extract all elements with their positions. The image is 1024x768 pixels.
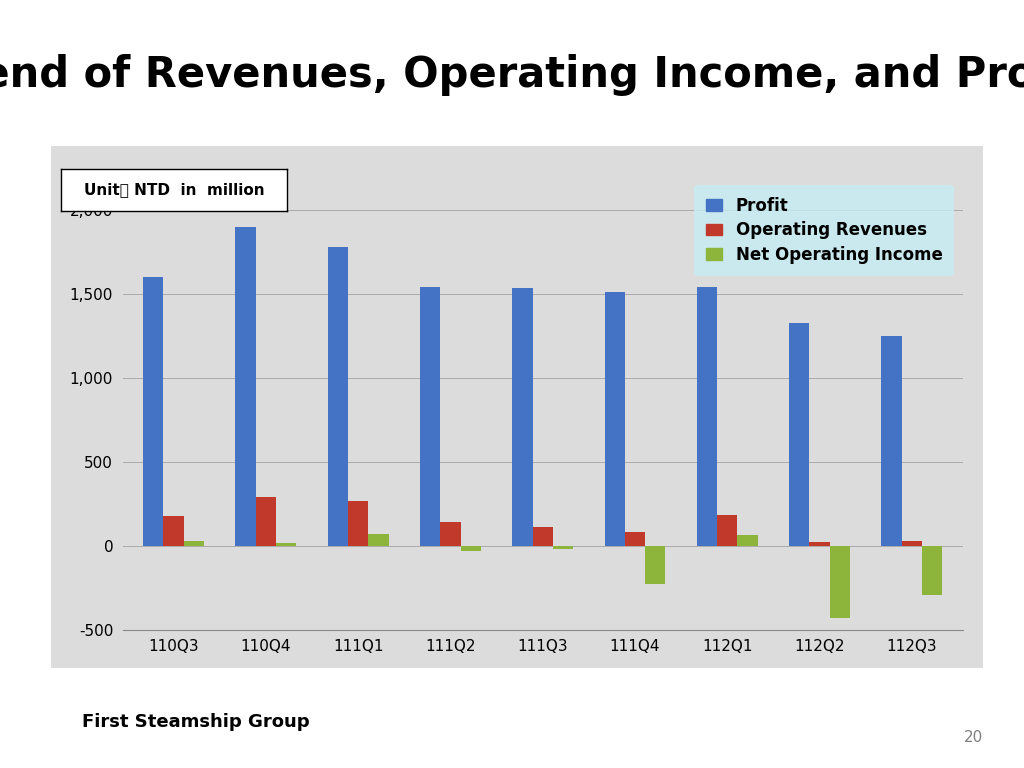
Bar <box>532 527 553 546</box>
Text: Unit： NTD  in  million: Unit： NTD in million <box>84 183 264 197</box>
Bar <box>276 543 296 546</box>
Bar <box>256 497 276 546</box>
Bar <box>717 515 737 546</box>
Bar <box>790 323 809 546</box>
Bar <box>143 277 164 546</box>
Bar <box>902 541 922 546</box>
Bar <box>604 293 625 546</box>
Bar <box>553 546 573 549</box>
Bar <box>328 247 348 546</box>
Bar <box>164 515 183 546</box>
Legend: Profit, Operating Revenues, Net Operating Income: Profit, Operating Revenues, Net Operatin… <box>694 185 954 276</box>
Text: 20: 20 <box>964 730 983 745</box>
Bar <box>512 288 532 546</box>
Bar <box>236 227 256 546</box>
Bar <box>809 541 829 546</box>
Bar <box>440 521 461 546</box>
Bar <box>696 286 717 546</box>
Bar <box>882 336 902 546</box>
Bar <box>420 287 440 546</box>
Bar <box>922 546 942 594</box>
Text: Trend of Revenues, Operating Income, and Profit: Trend of Revenues, Operating Income, and… <box>0 54 1024 96</box>
Bar <box>625 531 645 546</box>
Bar <box>348 502 369 546</box>
Bar <box>369 534 389 546</box>
Bar <box>645 546 666 584</box>
Bar <box>461 546 481 551</box>
Bar <box>737 535 758 546</box>
Text: First Steamship Group: First Steamship Group <box>82 713 309 731</box>
Bar <box>829 546 850 618</box>
Bar <box>183 541 204 546</box>
